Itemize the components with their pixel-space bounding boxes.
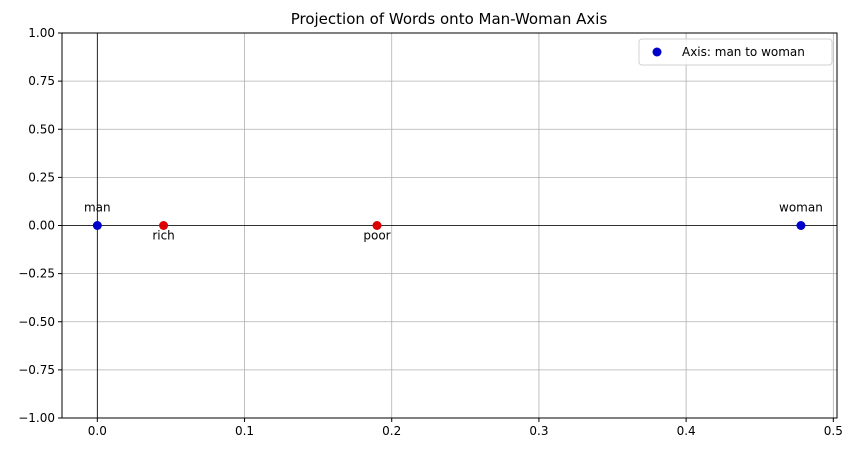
data-point-woman [796, 221, 806, 230]
reference-lines [62, 33, 837, 418]
point-labels: man woman rich poor [84, 201, 823, 243]
y-tick-label: −0.75 [18, 363, 55, 377]
y-tick-label: −1.00 [18, 411, 55, 425]
legend: Axis: man to woman [638, 38, 833, 66]
y-tick-label: 0.00 [28, 219, 55, 233]
data-point-poor [372, 221, 382, 230]
y-tick-label: −0.50 [18, 315, 55, 329]
x-tick-label: 0.5 [824, 424, 843, 438]
y-tick-label: 0.25 [28, 170, 55, 184]
x-axis-ticks: 0.0 0.1 0.2 0.3 0.4 0.5 [88, 418, 843, 438]
data-point-rich [159, 221, 169, 230]
x-tick-label: 0.3 [529, 424, 548, 438]
y-axis-ticks: 1.00 0.75 0.50 0.25 0.00 −0.25 −0.50 −0.75 −1.00 [18, 26, 62, 425]
point-label-poor: poor [363, 229, 390, 243]
point-label-rich: rich [152, 229, 174, 243]
x-tick-label: 0.0 [88, 424, 107, 438]
legend-marker [652, 47, 662, 57]
data-point-man [92, 221, 102, 230]
x-tick-label: 0.1 [235, 424, 254, 438]
y-tick-label: 1.00 [28, 26, 55, 40]
y-tick-label: −0.25 [18, 267, 55, 281]
point-label-man: man [84, 201, 111, 215]
legend-box [638, 38, 833, 66]
chart-title: Projection of Words onto Man-Woman Axis [291, 10, 608, 28]
y-tick-label: 0.75 [28, 74, 55, 88]
x-tick-label: 0.4 [677, 424, 696, 438]
x-tick-label: 0.2 [382, 424, 401, 438]
data-points [92, 221, 806, 230]
y-tick-label: 0.50 [28, 122, 55, 136]
legend-label: Axis: man to woman [682, 45, 805, 59]
point-label-woman: woman [779, 201, 823, 215]
